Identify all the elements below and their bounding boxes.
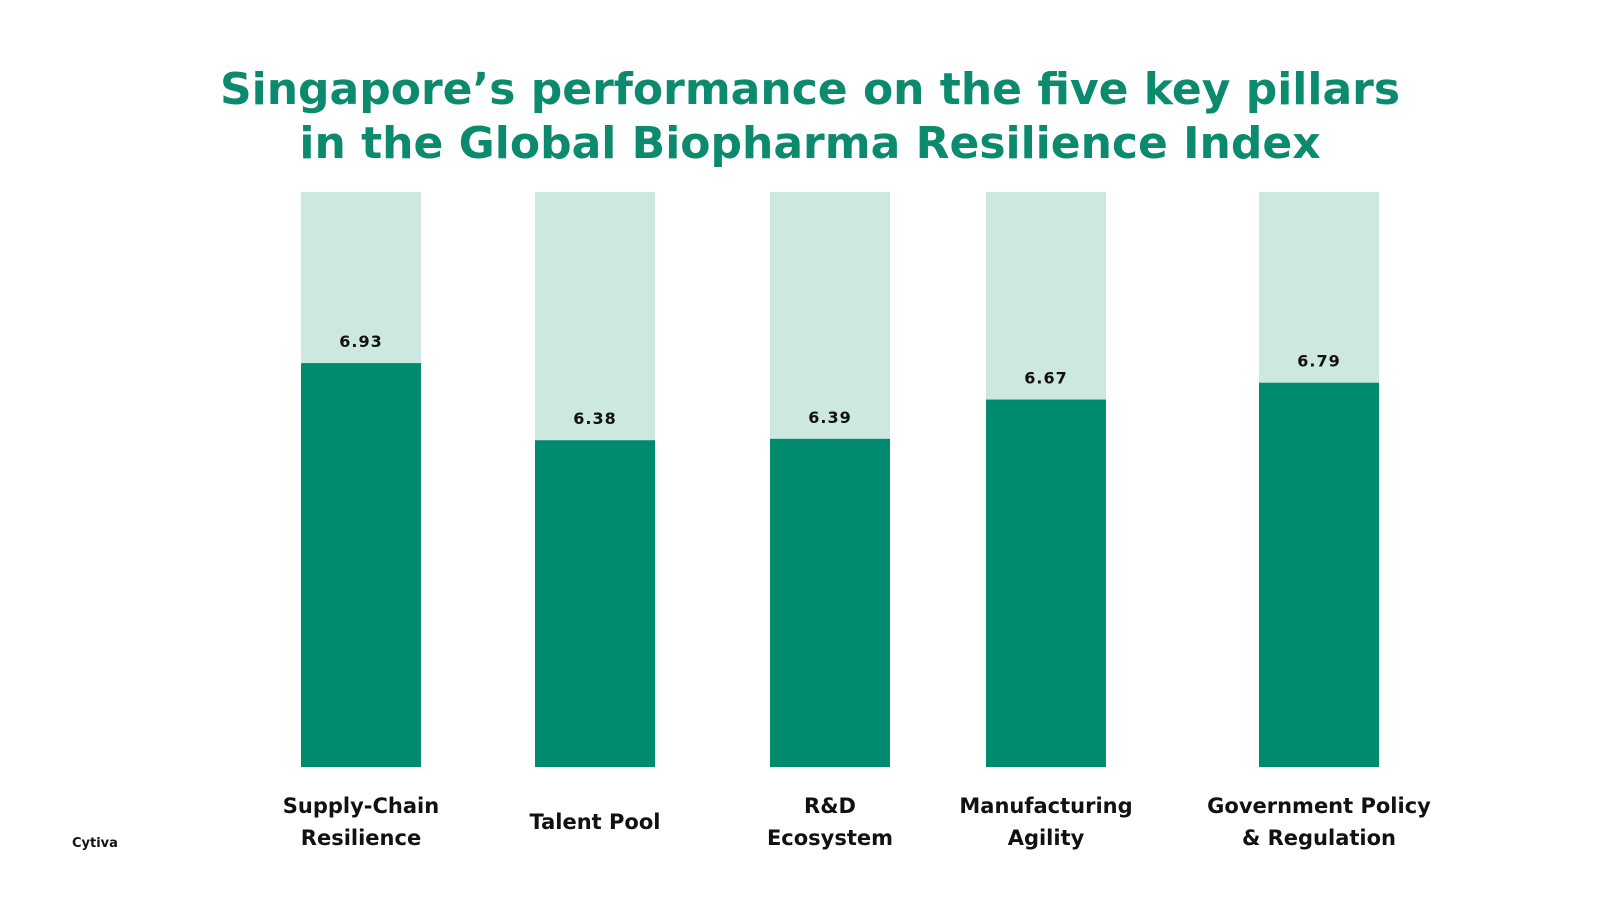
bar <box>770 438 890 767</box>
bar <box>1259 382 1379 767</box>
data-label: 6.39 <box>808 408 851 427</box>
data-label: 6.38 <box>573 409 616 428</box>
chart-title: in the Global Biopharma Resilience Index <box>299 118 1320 169</box>
bar <box>986 399 1106 767</box>
source: Cytiva <box>72 836 118 851</box>
x-tick-label: Talent Pool <box>529 810 661 834</box>
x-tick-label: R&D Ecosystem <box>766 794 894 850</box>
chart-title: Singapore’s performance on the five key … <box>220 64 1400 115</box>
bar <box>301 363 421 767</box>
bar <box>535 440 655 767</box>
data-label: 6.79 <box>1297 352 1340 371</box>
data-label: 6.67 <box>1024 369 1067 388</box>
x-tick-label: Supply-Chain Resilience <box>282 794 440 850</box>
x-tick-label: Manufacturing Agility <box>959 794 1133 850</box>
data-label: 6.93 <box>339 332 382 351</box>
x-tick-label: Government Policy & Regulation <box>1207 794 1431 850</box>
